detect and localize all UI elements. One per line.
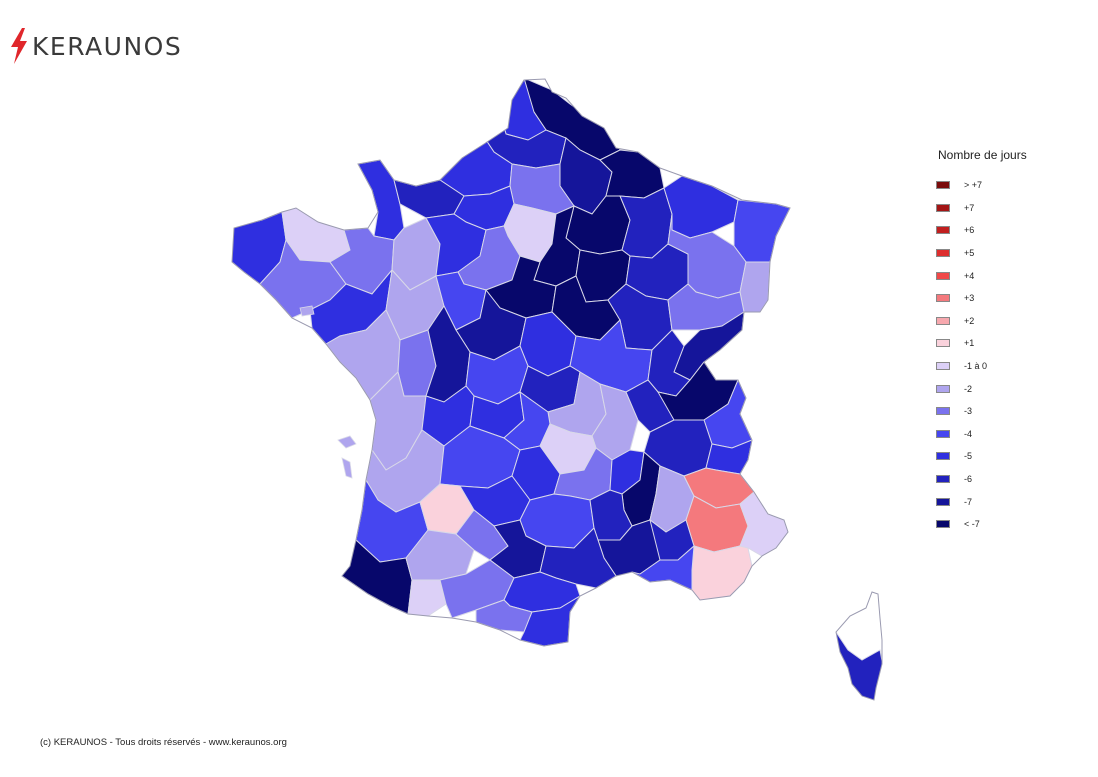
legend-swatch — [936, 181, 950, 190]
legend-label: -2 — [964, 383, 973, 394]
region-alpes-maritimes: Alpes-Maritimes — [739, 491, 789, 557]
belle-ile — [299, 305, 315, 317]
legend-item: -5 — [936, 445, 1027, 468]
legend-item: +7 — [936, 197, 1027, 220]
ile-de-re — [337, 435, 357, 449]
legend-item: -4 — [936, 423, 1027, 446]
legend-label: -4 — [964, 428, 973, 439]
legend-label: -6 — [964, 474, 973, 485]
legend-swatch — [936, 271, 950, 280]
legend-swatch — [936, 520, 950, 529]
corsica-outline — [835, 591, 883, 701]
legend-item: -2 — [936, 377, 1027, 400]
legend-swatch — [936, 203, 950, 212]
legend-label: +1 — [964, 338, 975, 349]
ile-d-oleron — [341, 457, 353, 479]
legend-label: -7 — [964, 496, 973, 507]
legend-item: > +7 — [936, 174, 1027, 197]
legend-label: +7 — [964, 202, 975, 213]
mainland-outline — [231, 78, 791, 647]
legend-label: +3 — [964, 293, 975, 304]
legend-label: -3 — [964, 406, 973, 417]
legend-item: +4 — [936, 264, 1027, 287]
legend-label: < -7 — [964, 519, 980, 530]
legend-swatch — [936, 362, 950, 371]
legend-label: +4 — [964, 270, 975, 281]
legend-swatch — [936, 339, 950, 348]
legend-label: -1 à 0 — [964, 361, 988, 372]
legend-swatch — [936, 384, 950, 393]
region-bas-rhin: Bas-Rhin — [733, 199, 790, 263]
legend-item: -7 — [936, 490, 1027, 513]
legend-label: > +7 — [964, 180, 983, 191]
brand-logo: KERAUNOS — [8, 28, 182, 64]
legend-item: -3 — [936, 400, 1027, 423]
legend-swatch — [936, 407, 950, 416]
legend-item: +2 — [936, 310, 1027, 333]
map-legend: Nombre de jours > +7 +7 +6 +5 +4 +3 +2 +1 -1 à 0… — [936, 148, 1027, 536]
legend-label: -5 — [964, 451, 973, 462]
legend-swatch — [936, 294, 950, 303]
legend-swatch — [936, 249, 950, 258]
legend-label: +6 — [964, 225, 975, 236]
legend-item: +3 — [936, 287, 1027, 310]
legend-label: +5 — [964, 248, 975, 259]
brand-name: KERAUNOS — [32, 31, 183, 61]
lightning-bolt-icon — [11, 28, 27, 64]
legend-item: +1 — [936, 332, 1027, 355]
legend-swatch — [936, 316, 950, 325]
legend-item: +5 — [936, 242, 1027, 265]
region-hautes-pyrenees: Hautes-Pyrenees — [407, 579, 447, 617]
region-moselle: Moselle — [663, 175, 739, 239]
region-var: Var — [691, 545, 753, 601]
legend-label: +2 — [964, 315, 975, 326]
legend-item: -1 à 0 — [936, 355, 1027, 378]
legend-swatch — [936, 226, 950, 235]
legend-swatch — [936, 429, 950, 438]
legend-item: +6 — [936, 219, 1027, 242]
legend-swatch — [936, 497, 950, 506]
legend-swatch — [936, 475, 950, 484]
region-haute-saone: Haute-Saone — [667, 283, 745, 331]
copyright-footer: (c) KERAUNOS - Tous droits réservés - ww… — [40, 737, 287, 748]
legend-item: < -7 — [936, 513, 1027, 536]
legend-swatch — [936, 452, 950, 461]
legend-item: -6 — [936, 468, 1027, 491]
legend-title: Nombre de jours — [938, 148, 1027, 162]
